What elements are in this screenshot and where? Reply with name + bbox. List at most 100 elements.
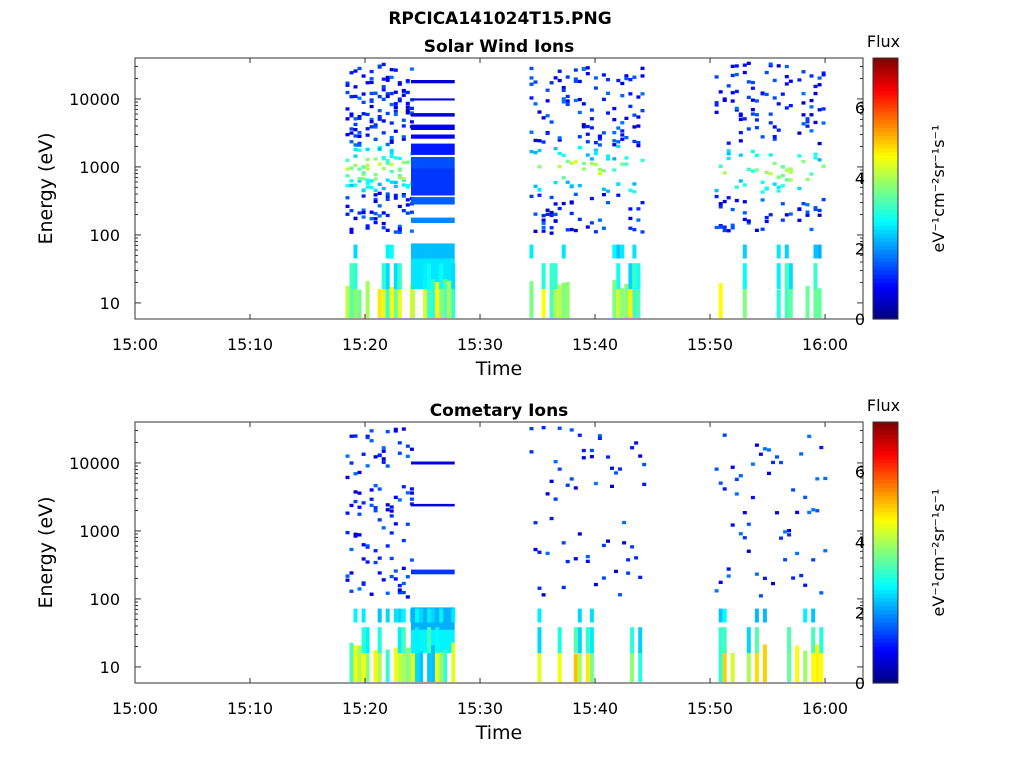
colorbar-segment [873,119,898,124]
flux-cell [385,92,390,96]
flux-cell [730,64,735,68]
flux-cell [411,278,415,318]
flux-cell [385,263,390,290]
flux-cell [549,213,554,218]
flux-cell [393,109,398,113]
colorbar-segment [873,159,898,165]
flux-cell [369,80,374,85]
flux-cell [361,543,366,547]
flux-cell [345,117,350,121]
flux-cell [529,450,534,454]
flux-cell [545,99,550,103]
flux-cell [565,102,570,106]
flux-cell [746,167,751,171]
flux-cell [569,200,574,204]
flux-cell [557,165,562,169]
flux-cell [549,195,554,200]
flux-cell [389,135,394,140]
flux-cell [361,651,366,682]
flux-cell [381,578,386,582]
flux-cell [397,227,402,231]
flux-cell [601,73,606,77]
colorbar-segment [873,422,898,427]
flux-cell [377,627,382,654]
flux-cell [809,105,814,109]
flux-cell [405,575,410,579]
flux-cell [577,97,582,102]
flux-cell [529,427,534,431]
flux-cell [577,645,582,682]
flux-cell [385,503,390,507]
flux-cell [589,455,594,459]
flux-cell [597,436,602,440]
colorbar-segment [873,229,898,234]
flux-cell [545,551,550,555]
flux-cell [541,229,546,233]
flux-cell [345,184,350,188]
flux-cell [616,263,621,290]
flux-cell [401,590,406,595]
flux-cell [393,263,398,290]
flux-cell [813,207,818,212]
flux-cell [722,487,727,491]
flux-cell [768,112,773,116]
flux-cell [549,516,554,521]
colorbar-segment [873,548,898,554]
flux-cell [632,288,637,318]
flux-cell [742,282,747,318]
flux-cell [803,650,808,682]
flux-cell [389,121,394,125]
flux-cell [377,182,382,186]
flux-cell [640,74,645,78]
flux-cell [628,92,633,96]
flux-cell [758,594,763,598]
flux-cell [427,652,432,682]
colorbar-segment [873,286,898,292]
flux-cell [624,76,629,81]
flux-cell [577,532,582,536]
flux-cell [742,63,747,67]
flux-cell [746,522,751,526]
flux-cell [750,169,755,173]
flux-cell [357,96,362,100]
flux-cell [762,608,767,623]
colorbar-segment [873,257,898,263]
flux-cell [557,206,562,211]
flux-cell [805,124,810,128]
flux-cell [401,88,406,93]
flux-cell [401,177,406,181]
flux-cell [799,452,804,456]
x-tick-label: 15:50 [687,699,733,718]
flux-cell [734,185,739,189]
flux-cell [734,477,739,481]
flux-cell [357,143,362,147]
flux-cell [349,227,354,231]
flux-cell [573,557,578,561]
flux-cell [381,460,386,464]
y-tick-label: 100 [89,590,120,609]
flux-cell [381,85,386,89]
flux-cell [349,183,354,188]
flux-cell [557,426,562,430]
flux-cell [797,207,802,211]
colorbar-segment [873,131,898,137]
flux-cell [401,209,406,213]
colorbar-segment [873,442,898,448]
flux-cell [353,263,358,290]
flux-cell [581,123,586,127]
colorbar-segment [873,479,898,484]
flux-cell [389,151,394,155]
flux-cell [746,643,751,682]
flux-cell [377,487,382,491]
flux-cell [385,111,390,116]
flux-cell [565,75,570,79]
flux-cell [610,466,614,470]
flux-cell [373,91,378,95]
flux-cell [573,79,578,83]
flux-cell [821,198,826,202]
flux-cell [401,135,406,139]
flux-cell [377,147,382,151]
flux-cell [439,652,444,682]
flux-cell [557,151,562,156]
flux-cell [738,113,743,118]
